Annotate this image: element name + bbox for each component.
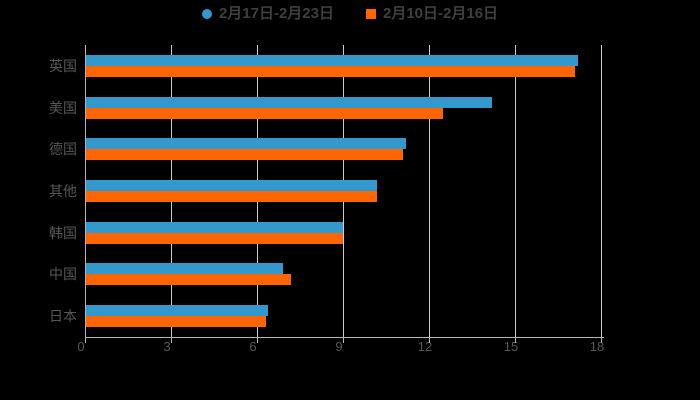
legend-item-label: 2月17日-2月23日 (218, 5, 334, 22)
x-axis-tick (343, 338, 344, 343)
bar (85, 65, 576, 77)
y-axis-label: 中国 (49, 266, 77, 283)
gridline (601, 45, 602, 337)
x-axis-tick-label: 6 (249, 339, 257, 354)
y-axis-label: 日本 (49, 308, 77, 325)
bar (85, 54, 579, 66)
legend-item-label: 2月10日-2月16日 (383, 5, 499, 22)
legend: 2月17日-2月23日 2月10日-2月16日 (0, 6, 700, 21)
bar (85, 316, 266, 328)
y-axis-line (85, 45, 86, 338)
x-axis-line (85, 337, 604, 338)
bar (85, 180, 378, 191)
bar (85, 274, 292, 286)
y-axis-label: 其他 (49, 183, 77, 199)
bar (85, 263, 283, 275)
legend-item-series-1[interactable]: 2月17日-2月23日 (201, 5, 334, 22)
x-axis-tick (601, 338, 602, 343)
x-axis-tick (85, 338, 86, 343)
bar (85, 221, 343, 233)
bar (85, 191, 378, 202)
y-axis-label: 韩国 (49, 224, 77, 241)
x-axis-tick-label: 15 (503, 339, 519, 354)
x-axis-tick-label: 12 (417, 339, 433, 354)
x-axis-tick (257, 338, 258, 343)
bar (85, 96, 493, 108)
x-axis-tick (429, 338, 430, 343)
gridline (429, 45, 430, 337)
x-axis-tick-label: 9 (335, 339, 343, 354)
x-axis-tick-label: 18 (589, 339, 605, 354)
x-axis-tick (171, 338, 172, 343)
y-axis-label: 德国 (49, 141, 77, 158)
bar (85, 305, 269, 317)
y-axis-label: 英国 (49, 57, 77, 74)
x-axis-tick (515, 338, 516, 343)
gridline (515, 45, 516, 337)
plot-area (85, 45, 602, 337)
legend-item-series-2[interactable]: 2月10日-2月16日 (366, 6, 498, 21)
bar (85, 232, 343, 244)
bar (85, 138, 407, 150)
bar (85, 107, 444, 119)
x-axis-tick-label: 0 (77, 339, 85, 354)
x-axis-tick-label: 3 (163, 339, 171, 354)
y-axis-label: 美国 (49, 99, 77, 116)
circle-icon (201, 8, 212, 19)
bar (85, 149, 404, 161)
square-icon (366, 8, 376, 19)
